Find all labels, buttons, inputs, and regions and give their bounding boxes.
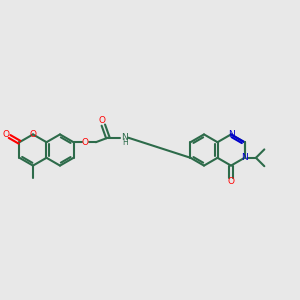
Text: N: N — [241, 153, 248, 162]
Text: N: N — [121, 133, 128, 142]
Text: O: O — [82, 138, 88, 147]
Text: O: O — [98, 116, 105, 125]
Text: O: O — [3, 130, 10, 139]
Text: O: O — [227, 177, 235, 186]
Text: H: H — [122, 138, 128, 147]
Text: O: O — [29, 130, 37, 139]
Text: N: N — [228, 130, 234, 139]
